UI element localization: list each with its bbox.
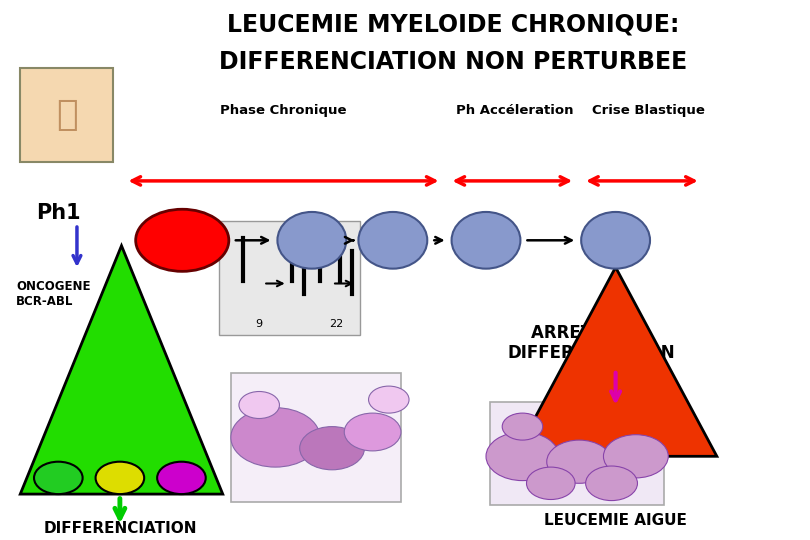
- Polygon shape: [514, 267, 717, 456]
- Text: DIFFERENCIATION NON PERTURBEE: DIFFERENCIATION NON PERTURBEE: [220, 50, 688, 74]
- Circle shape: [603, 435, 668, 478]
- Text: 👤: 👤: [57, 98, 78, 132]
- Ellipse shape: [452, 212, 520, 268]
- Circle shape: [526, 467, 575, 500]
- Text: Ph1: Ph1: [36, 203, 81, 224]
- Text: LEUCEMIE AIGUE: LEUCEMIE AIGUE: [544, 513, 687, 528]
- Circle shape: [34, 462, 83, 494]
- FancyBboxPatch shape: [219, 221, 360, 335]
- Ellipse shape: [582, 212, 650, 268]
- FancyBboxPatch shape: [20, 68, 113, 162]
- Text: ARRET DE LA
DIFFERENCIATION: ARRET DE LA DIFFERENCIATION: [508, 323, 675, 362]
- Text: ONCOGENE
BCR-ABL: ONCOGENE BCR-ABL: [16, 280, 91, 308]
- Text: Ph Accéleration: Ph Accéleration: [455, 104, 573, 117]
- Text: Ph1+
Progenitors: Ph1+ Progenitors: [86, 348, 154, 376]
- Text: Crise Blastique: Crise Blastique: [591, 104, 705, 117]
- Text: 9: 9: [256, 319, 262, 329]
- Circle shape: [547, 440, 612, 483]
- Text: 22: 22: [329, 319, 343, 329]
- Circle shape: [486, 432, 559, 481]
- Text: Phase Chronique: Phase Chronique: [220, 104, 347, 117]
- FancyBboxPatch shape: [490, 402, 664, 505]
- Ellipse shape: [358, 212, 428, 268]
- FancyBboxPatch shape: [231, 373, 401, 502]
- Circle shape: [586, 466, 637, 501]
- Circle shape: [231, 408, 320, 467]
- Polygon shape: [20, 246, 223, 494]
- Circle shape: [96, 462, 144, 494]
- Circle shape: [239, 392, 279, 418]
- Ellipse shape: [136, 209, 229, 271]
- Circle shape: [502, 413, 543, 440]
- Circle shape: [369, 386, 409, 413]
- Circle shape: [300, 427, 364, 470]
- Ellipse shape: [277, 212, 347, 268]
- Text: DIFFERENCIATION: DIFFERENCIATION: [43, 521, 197, 536]
- Circle shape: [157, 462, 206, 494]
- Circle shape: [344, 413, 401, 451]
- Text: LEUCEMIE MYELOIDE CHRONIQUE:: LEUCEMIE MYELOIDE CHRONIQUE:: [228, 12, 680, 36]
